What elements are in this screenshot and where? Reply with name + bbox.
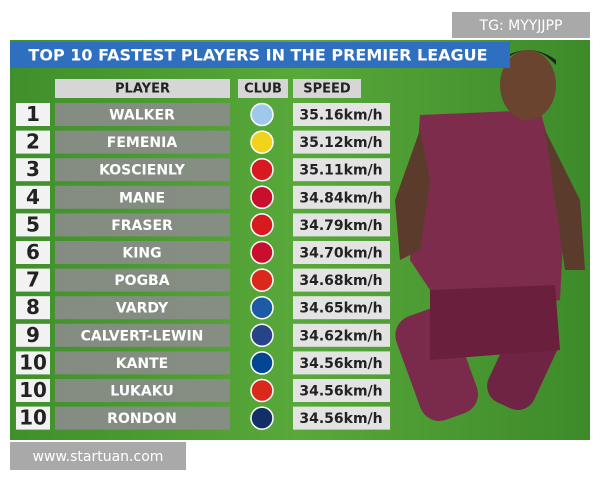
column-header: SPEED: [303, 82, 351, 97]
rank: 10: [19, 350, 47, 374]
player-box: [55, 130, 230, 154]
player-box: [55, 379, 230, 402]
rank-box: [16, 268, 50, 292]
watermark-box: [10, 442, 186, 470]
rank-box: [16, 103, 50, 126]
speed-box: [293, 296, 390, 320]
title-bar: [10, 42, 510, 68]
player-name: KING: [122, 246, 161, 262]
rank-box: [16, 379, 50, 402]
column-header-box: [293, 79, 361, 98]
club-badge: [250, 185, 274, 210]
rank-box: [16, 241, 50, 264]
club-badge: [250, 351, 274, 375]
watermark-box: [452, 12, 590, 38]
rank-box: [16, 323, 50, 347]
speed: 34.56km/h: [299, 356, 382, 372]
speed-box: [293, 268, 390, 292]
club-badge: [250, 323, 274, 348]
speed-box: [293, 379, 390, 402]
speed-box: [293, 351, 390, 375]
club-badge: [250, 378, 274, 403]
rank: 8: [26, 295, 40, 319]
rank: 9: [26, 323, 40, 347]
watermark: TG: MYYJJPP: [479, 18, 563, 34]
player-image: [395, 50, 585, 422]
speed-box: [293, 185, 390, 209]
speed: 34.79km/h: [299, 218, 382, 234]
rank: 2: [26, 130, 40, 154]
speed: 34.62km/h: [299, 328, 382, 344]
rank: 6: [26, 240, 40, 264]
rank: 10: [19, 378, 47, 402]
player-box: [55, 158, 230, 182]
player-name: RONDON: [107, 411, 177, 427]
player-box: [55, 406, 230, 430]
player-box: [55, 103, 230, 126]
player-name: CALVERT-LEWIN: [81, 328, 204, 344]
rank-box: [16, 406, 50, 430]
player-name: KANTE: [116, 356, 169, 372]
player-name: LUKAKU: [110, 384, 173, 400]
speed: 35.16km/h: [299, 108, 382, 124]
rank: 1: [26, 102, 40, 126]
speed-box: [293, 103, 390, 126]
player-name: FEMENIA: [107, 135, 178, 151]
club-badge: [250, 130, 274, 154]
rank: 3: [26, 157, 40, 181]
player-name: KOSCIENLY: [99, 163, 186, 179]
club-badge: [250, 240, 274, 265]
player-name: VARDY: [116, 301, 169, 317]
speed: 34.56km/h: [299, 384, 382, 400]
club-badge: [250, 295, 274, 320]
rank: 4: [26, 185, 40, 209]
player-box: [55, 185, 230, 209]
club-badge: [250, 406, 274, 430]
rank: 5: [26, 212, 40, 236]
speed: 34.68km/h: [299, 273, 382, 289]
rank-box: [16, 296, 50, 320]
player-box: [55, 351, 230, 375]
player-box: [55, 213, 230, 237]
table: PLAYER CLUB SPEED 1 WALKER 35.16km/h 2 FEMENIA 3…: [16, 79, 390, 430]
player-name: FRASER: [111, 218, 173, 234]
player-box: [55, 296, 230, 320]
speed: 35.11km/h: [299, 163, 382, 179]
rank: 10: [19, 406, 47, 430]
club-badge: [250, 213, 274, 237]
speed: 35.12km/h: [299, 135, 382, 151]
speed-box: [293, 406, 390, 430]
player-box: [55, 241, 230, 264]
rank-box: [16, 130, 50, 154]
title: TOP 10 FASTEST PLAYERS IN THE PREMIER LE…: [28, 46, 487, 65]
club-badge: [250, 268, 274, 292]
club-badge: [250, 102, 274, 127]
speed: 34.56km/h: [299, 411, 382, 427]
speed-box: [293, 213, 390, 237]
column-header: PLAYER: [115, 82, 170, 97]
player-name: WALKER: [109, 108, 175, 124]
speed: 34.70km/h: [299, 246, 382, 262]
rank-box: [16, 158, 50, 182]
speed-box: [293, 158, 390, 182]
player-name: MANE: [119, 190, 165, 206]
player-name: POGBA: [114, 273, 169, 289]
column-header-box: [238, 79, 288, 98]
speed: 34.65km/h: [299, 301, 382, 317]
player-box: [55, 268, 230, 292]
speed: 34.84km/h: [299, 190, 382, 206]
watermark: www.startuan.com: [33, 449, 164, 465]
rank-box: [16, 213, 50, 237]
speed-box: [293, 323, 390, 347]
speed-box: [293, 130, 390, 154]
column-header: CLUB: [244, 82, 282, 97]
rank-box: [16, 351, 50, 375]
rank: 7: [26, 268, 40, 292]
club-badge: [250, 157, 274, 182]
speed-box: [293, 241, 390, 264]
rank-box: [16, 185, 50, 209]
column-header-box: [55, 79, 230, 98]
player-box: [55, 323, 230, 347]
